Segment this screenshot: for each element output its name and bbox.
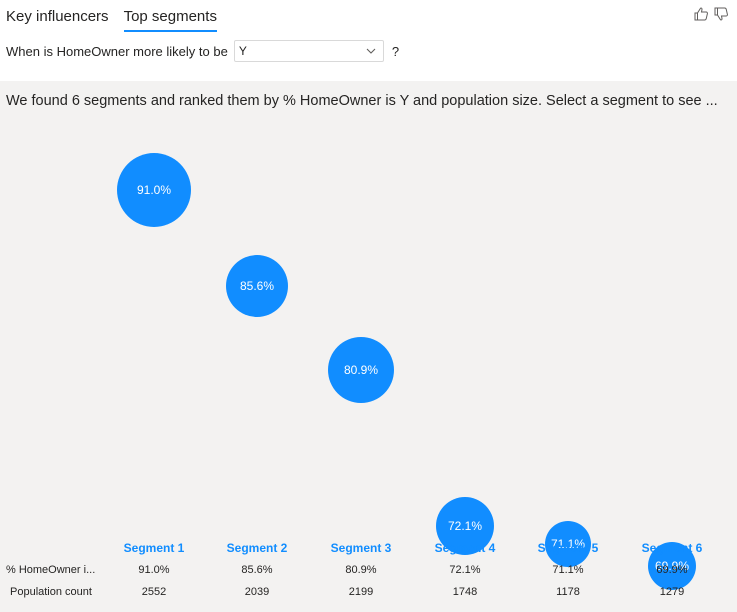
segment-population-cell: 1279 (659, 586, 685, 598)
row-label-percent: % HomeOwner i... (6, 564, 96, 576)
target-value-dropdown[interactable]: Y (233, 40, 384, 62)
segment-bubble[interactable]: 85.6% (226, 255, 288, 318)
segment-label[interactable]: Segment 1 (123, 541, 185, 555)
segment-bubble[interactable]: 71.1% (545, 521, 591, 568)
segment-population-cell: 2039 (244, 586, 270, 598)
segment-bubble[interactable]: 69.9% (648, 541, 696, 590)
segment-label[interactable]: Segment 2 (226, 541, 288, 555)
segment-population-cell: 2552 (141, 586, 167, 598)
segment-population-cell: 1748 (452, 586, 478, 598)
segment-percent-cell: 72.1% (449, 564, 481, 576)
thumbs-up-icon[interactable] (693, 6, 709, 22)
segment-label[interactable]: Segment 3 (330, 541, 392, 555)
segment-bubble[interactable]: 91.0% (117, 153, 191, 227)
segment-bubble[interactable]: 80.9% (328, 336, 394, 403)
segment-percent-cell: 85.6% (241, 564, 273, 576)
question-text: When is HomeOwner more likely to be (6, 43, 228, 59)
tab-key-influencers[interactable]: Key influencers (6, 8, 109, 25)
dropdown-selected-value: Y (238, 44, 247, 58)
chevron-down-icon (366, 48, 376, 54)
segment-percent-cell: 80.9% (345, 564, 377, 576)
row-label-population: Population count (10, 586, 92, 598)
segment-label[interactable]: Segment 4 (434, 541, 496, 555)
question-row: When is HomeOwner more likely to be Y ? (6, 38, 399, 64)
segments-panel: We found 6 segments and ranked them by %… (0, 81, 737, 612)
segment-label[interactable]: Segment 5 (537, 541, 599, 555)
tab-bar: Key influencers Top segments (6, 6, 217, 32)
thumbs-down-icon[interactable] (713, 6, 729, 22)
segments-summary: We found 6 segments and ranked them by %… (6, 93, 718, 109)
segment-label[interactable]: Segment 6 (641, 541, 703, 555)
segment-percent-cell: 69.9% (656, 564, 688, 576)
segment-percent-cell: 71.1% (552, 564, 584, 576)
segment-bubble[interactable]: 72.1% (436, 497, 494, 556)
segment-population-cell: 2199 (348, 586, 374, 598)
tab-top-segments[interactable]: Top segments (123, 6, 217, 32)
question-mark: ? (391, 43, 400, 59)
feedback-buttons (693, 6, 729, 22)
segment-percent-cell: 91.0% (138, 564, 170, 576)
segment-population-cell: 1178 (556, 586, 580, 598)
